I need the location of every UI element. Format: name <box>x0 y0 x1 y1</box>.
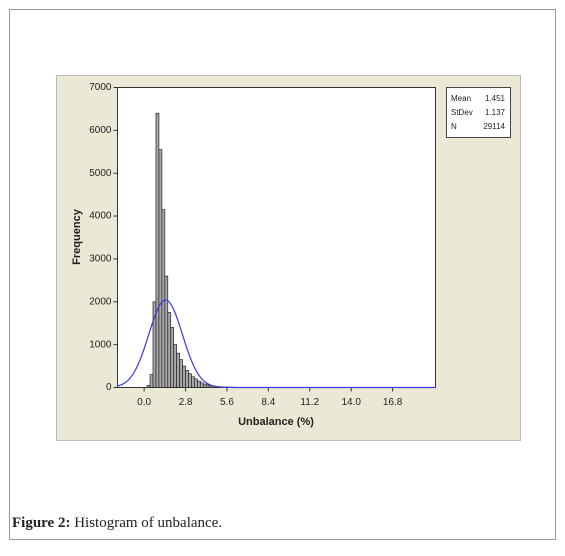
x-tick-label: 16.8 <box>383 397 403 408</box>
stats-name: Mean <box>451 94 471 103</box>
y-tick-label: 6000 <box>89 125 112 136</box>
bar <box>159 150 162 388</box>
caption-label: Figure 2: <box>12 515 70 531</box>
bar <box>162 210 165 388</box>
y-tick-label: 5000 <box>89 168 112 179</box>
bar <box>206 385 209 388</box>
y-axis-label: Frequency <box>71 208 83 265</box>
stats-value: 1.137 <box>485 108 506 117</box>
y-tick-label: 0 <box>106 382 112 393</box>
stats-name: StDev <box>451 108 473 117</box>
bar <box>188 374 191 388</box>
bar <box>171 328 174 388</box>
bar <box>168 313 171 388</box>
bar <box>183 366 186 387</box>
bar <box>156 113 159 387</box>
x-tick-label: 2.8 <box>179 397 193 408</box>
stats-name: N <box>451 122 457 131</box>
y-tick-label: 3000 <box>89 254 112 265</box>
y-tick-label: 7000 <box>89 82 112 93</box>
stats-value: 1.451 <box>485 94 506 103</box>
x-tick-label: 0.0 <box>137 397 151 408</box>
bar <box>191 377 194 388</box>
bar <box>177 353 180 387</box>
bar <box>200 383 203 388</box>
bar <box>150 375 153 388</box>
x-tick-label: 11.2 <box>300 397 319 408</box>
bar <box>165 276 168 387</box>
y-tick-label: 2000 <box>89 296 112 307</box>
bar <box>180 360 183 388</box>
x-axis-label: Unbalance (%) <box>238 416 314 428</box>
y-tick-label: 1000 <box>89 339 112 350</box>
bar <box>147 385 150 387</box>
bar <box>194 379 197 388</box>
caption: Figure 2: Histogram of unbalance. <box>12 515 222 531</box>
caption-text: Histogram of unbalance. <box>74 515 222 531</box>
y-tick-label: 4000 <box>89 211 112 222</box>
bar <box>174 345 177 388</box>
bar <box>186 370 189 387</box>
x-tick-label: 5.6 <box>220 397 234 408</box>
bar <box>197 381 200 387</box>
stats-value: 29114 <box>483 122 505 131</box>
bar <box>203 384 206 387</box>
x-tick-label: 8.4 <box>261 397 275 408</box>
x-tick-label: 14.0 <box>341 397 361 408</box>
